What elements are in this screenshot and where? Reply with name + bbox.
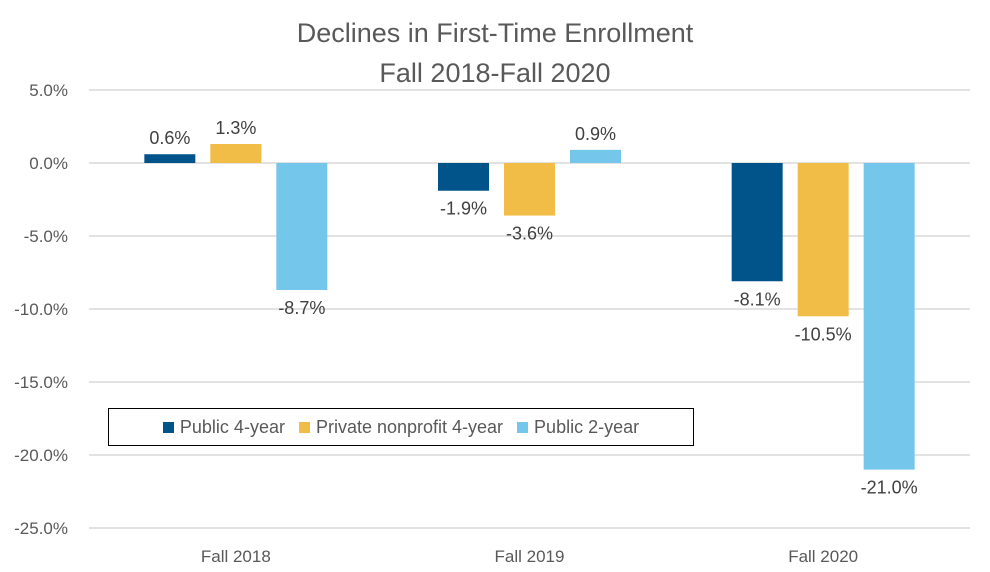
x-tick-label: Fall 2018 <box>201 547 271 566</box>
data-label: -8.1% <box>734 289 781 309</box>
legend-swatch <box>298 421 310 433</box>
bar <box>438 163 489 191</box>
bar <box>863 163 915 470</box>
legend-item: Public 4-year <box>162 416 285 438</box>
data-label: -10.5% <box>795 324 852 344</box>
bar <box>731 163 783 282</box>
data-label: -8.7% <box>278 298 325 318</box>
bar <box>144 154 196 163</box>
data-label: 1.3% <box>215 118 256 138</box>
data-label: -21.0% <box>861 478 918 498</box>
legend-swatch <box>162 421 174 433</box>
y-tick-label: -10.0% <box>14 300 68 319</box>
y-tick-label: -5.0% <box>24 227 68 246</box>
bar <box>797 163 849 317</box>
data-label: -1.9% <box>440 199 487 219</box>
legend-label: Public 4-year <box>179 416 285 437</box>
x-tick-label: Fall 2019 <box>495 547 565 566</box>
chart-title: Declines in First-Time Enrollment <box>297 18 694 48</box>
legend-item: Public 2-year <box>517 417 639 438</box>
y-tick-label: -20.0% <box>14 446 68 465</box>
legend: Public 4-year Private nonprofit 4-year Pub… <box>108 408 694 446</box>
y-tick-label: 5.0% <box>29 81 68 100</box>
legend-label: Public 2-year <box>534 416 640 437</box>
legend-label: Private nonprofit 4-year <box>315 416 504 437</box>
legend-swatch <box>517 421 529 433</box>
bar <box>504 163 555 216</box>
bar <box>570 149 621 163</box>
x-tick-label: Fall 2020 <box>788 547 858 566</box>
chart-subtitle: Fall 2018-Fall 2020 <box>379 58 610 88</box>
y-tick-label: 0.0% <box>29 154 68 173</box>
legend-item: Private nonprofit 4-year <box>298 416 504 438</box>
data-label: -3.6% <box>506 224 553 244</box>
data-label: 0.6% <box>149 128 190 148</box>
bar <box>210 144 262 163</box>
data-label: 0.9% <box>575 124 616 144</box>
y-tick-label: -15.0% <box>14 373 68 392</box>
bar <box>276 163 328 291</box>
y-tick-label: -25.0% <box>14 519 68 538</box>
